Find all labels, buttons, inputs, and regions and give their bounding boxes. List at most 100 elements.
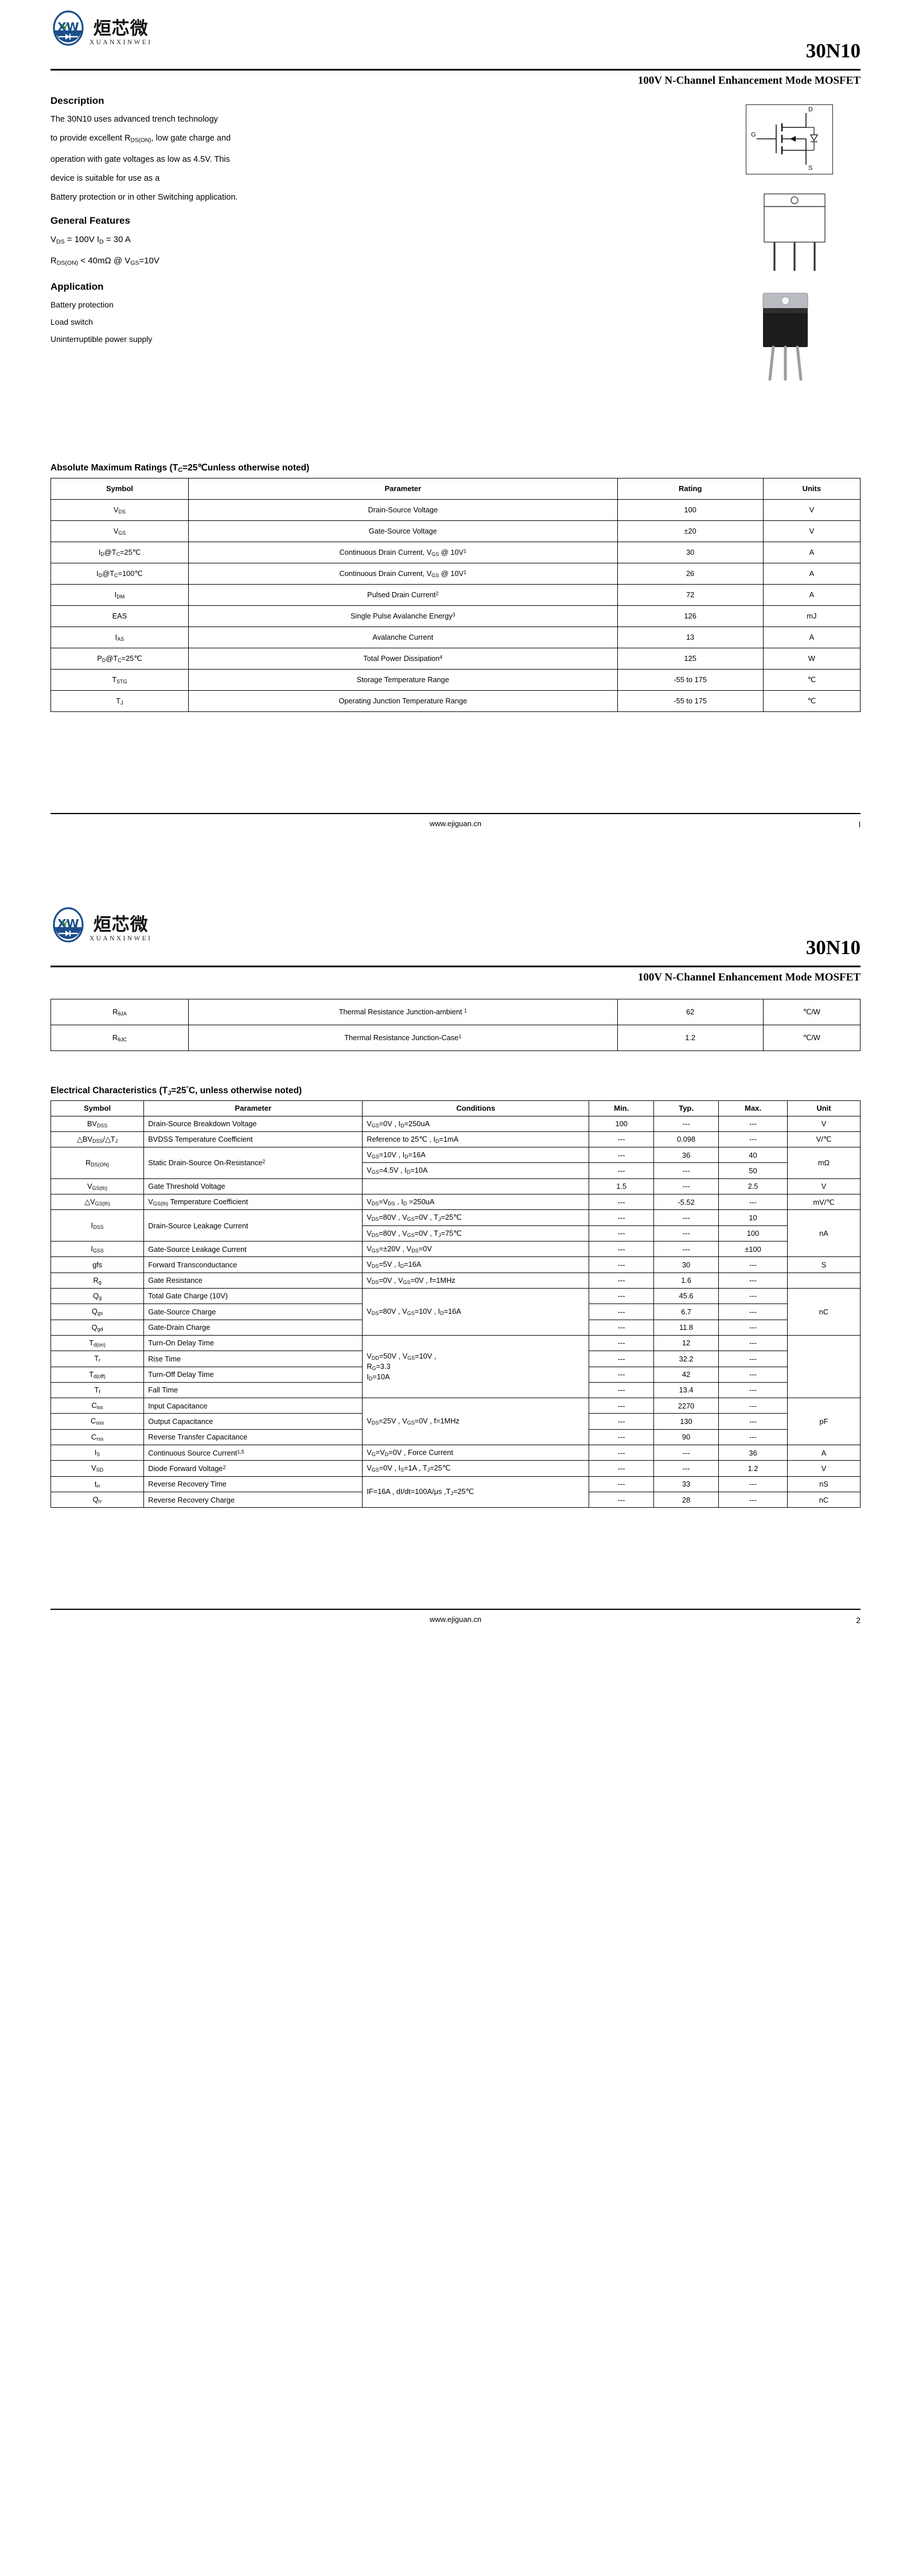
- table-row: Qgd Gate-Drain Charge --- 11.8 ---: [50, 1319, 861, 1336]
- cell-symbol: IDM: [50, 583, 189, 606]
- cell-min: ---: [589, 1256, 655, 1273]
- cell-unit: mJ: [762, 605, 861, 627]
- cell-conditions: VDD=50V , VGS=10V , RG=3.3 ID=10A: [362, 1334, 590, 1399]
- cell-symbol: RθJC: [50, 1024, 189, 1051]
- table-row: VGS(th) Gate Threshold Voltage 1.5 --- 2.5 V: [50, 1178, 861, 1195]
- cell-symbol: TSTG: [50, 668, 189, 691]
- cell-parameter: Forward Transconductance: [143, 1256, 363, 1273]
- cell-symbol: Qrr: [50, 1491, 145, 1508]
- cell-min: ---: [589, 1491, 655, 1508]
- footer-url: www.ejiguan.cn: [429, 819, 482, 828]
- cell-max: ---: [718, 1413, 788, 1430]
- cell-symbol: Td(off): [50, 1366, 145, 1383]
- cell-symbol: Qgs: [50, 1303, 145, 1320]
- cell-parameter: Continuous Drain Current, VGS @ 10V1: [188, 541, 618, 563]
- cell-max: ±100: [718, 1240, 788, 1258]
- table-row: IGSS Gate-Source Leakage Current VGS=±20V …: [50, 1240, 861, 1258]
- cell-typ: 90: [653, 1429, 719, 1446]
- cell-parameter: Rise Time: [143, 1351, 363, 1367]
- cell-conditions: [362, 1178, 590, 1195]
- table-row: △VGS(th) VGS(th) Temperature Coefficient V…: [50, 1194, 861, 1211]
- cell-min: ---: [589, 1319, 655, 1336]
- cell-parameter: Continuous Source Current1,5: [143, 1445, 363, 1461]
- svg-text:XW: XW: [57, 20, 79, 34]
- cell-typ: 30: [653, 1256, 719, 1273]
- artwork-column: D G S: [688, 104, 861, 386]
- cell-min: ---: [589, 1351, 655, 1367]
- cell-unit: [787, 1272, 861, 1289]
- table-row: IAS Avalanche Current 13 A: [50, 626, 861, 648]
- table-row: Coss Output Capacitance --- 130 ---: [50, 1413, 861, 1430]
- cell-value: 62: [617, 998, 764, 1025]
- cell-max: 2.5: [718, 1178, 788, 1195]
- cell-value: 1.2: [617, 1024, 764, 1051]
- xuanxinwei-logo-icon: XW: [50, 10, 86, 46]
- cell-unit: ℃: [762, 668, 861, 691]
- cell-conditions: VGS=4.5V , ID=10A: [362, 1162, 590, 1179]
- table-row: VGS Gate-Source Voltage ±20 V: [50, 520, 861, 542]
- table-row: BVDSS Drain-Source Breakdown Voltage VGS=0…: [50, 1115, 861, 1132]
- electrical-caption: Electrical Characteristics (TJ=25°C, unl…: [50, 1085, 302, 1096]
- cell-max: ---: [718, 1398, 788, 1414]
- cell-parameter: Reverse Transfer Capacitance: [143, 1429, 363, 1446]
- cell-typ: ---: [653, 1162, 719, 1179]
- cell-min: ---: [589, 1398, 655, 1414]
- cell-parameter: BVDSS Temperature Coefficient: [143, 1131, 363, 1148]
- table-row: IDSS Drain-Source Leakage Current VDS=80V …: [50, 1209, 861, 1258]
- cell-symbol: IDSS: [50, 1209, 145, 1242]
- cell-min: ---: [589, 1272, 655, 1289]
- cell-parameter: Turn-On Delay Time: [143, 1334, 363, 1352]
- application-list: Battery protection Load switch Uninterru…: [50, 296, 418, 348]
- cell-max: ---: [718, 1256, 788, 1273]
- cell-parameter: Avalanche Current: [188, 626, 618, 648]
- cell-parameter: Continuous Drain Current, VGS @ 10V1: [188, 562, 618, 585]
- description-line-2: to provide excellent RDS(ON), low gate c…: [50, 134, 231, 144]
- cell-max: ---: [718, 1303, 788, 1320]
- table-row: TJ Operating Junction Temperature Range -5…: [50, 690, 861, 712]
- page-1: XW 烜芯微 XUANXINWEI 30N10 100V N-Channel E…: [0, 0, 911, 829]
- cell-symbol: Qgd: [50, 1319, 145, 1336]
- cell-symbol: Tr: [50, 1351, 145, 1367]
- cell-unit: A: [762, 562, 861, 585]
- cell-symbol: Coss: [50, 1413, 145, 1430]
- intro-section: Description The 30N10 uses advanced tren…: [50, 95, 861, 462]
- cell-rating: 26: [617, 562, 764, 585]
- electrical-characteristics-table: Symbol Parameter Conditions Min. Typ. Ma…: [50, 1100, 861, 1508]
- cell-rating: 13: [617, 626, 764, 648]
- description-heading: Description: [50, 95, 104, 106]
- cell-symbol: RθJA: [50, 998, 189, 1025]
- cell-symbol: IGSS: [50, 1240, 145, 1258]
- cell-parameter: VGS(th) Temperature Coefficient: [143, 1194, 363, 1211]
- cell-typ: 13.4: [653, 1382, 719, 1399]
- cell-min: ---: [589, 1366, 655, 1383]
- cell-symbol: VGS: [50, 520, 189, 542]
- cell-unit: ℃/W: [762, 998, 861, 1025]
- application-item: Uninterruptible power supply: [50, 334, 153, 344]
- cell-typ: ---: [653, 1115, 719, 1132]
- logo-pinyin: XUANXINWEI: [89, 38, 153, 46]
- cell-conditions: VDS=5V , ID=16A: [362, 1256, 590, 1273]
- document-subtitle: 100V N-Channel Enhancement Mode MOSFET: [637, 75, 861, 87]
- col-parameter: Parameter: [143, 1100, 363, 1116]
- cell-symbol: VDS: [50, 499, 189, 521]
- cell-min: 1.5: [589, 1178, 655, 1195]
- page-footer: www.ejiguan.cn l: [50, 812, 861, 829]
- cell-parameter: Total Gate Charge (10V): [143, 1287, 363, 1305]
- cell-min: ---: [589, 1209, 655, 1226]
- cell-symbol: Td(on): [50, 1334, 145, 1352]
- cell-unit: V: [787, 1178, 861, 1195]
- cell-parameter: Operating Junction Temperature Range: [188, 690, 618, 712]
- xuanxinwei-logo-icon: XW: [50, 907, 86, 943]
- application-item: Load switch: [50, 317, 93, 326]
- cell-conditions: VDS=0V , VGS=0V , f=1MHz: [362, 1272, 590, 1289]
- cell-parameter: Drain-Source Voltage: [188, 499, 618, 521]
- cell-parameter: Gate-Source Leakage Current: [143, 1240, 363, 1258]
- table-row: Qrr Reverse Recovery Charge --- 28 --- nC: [50, 1491, 861, 1508]
- col-typ: Typ.: [653, 1100, 719, 1116]
- application-item: Battery protection: [50, 299, 114, 309]
- cell-unit: mΩ: [787, 1147, 861, 1179]
- cell-symbol: gfs: [50, 1256, 145, 1273]
- table-header-row: Symbol Parameter Rating Units: [50, 477, 861, 500]
- cell-typ: 45.6: [653, 1287, 719, 1305]
- cell-max: 1.2: [718, 1460, 788, 1477]
